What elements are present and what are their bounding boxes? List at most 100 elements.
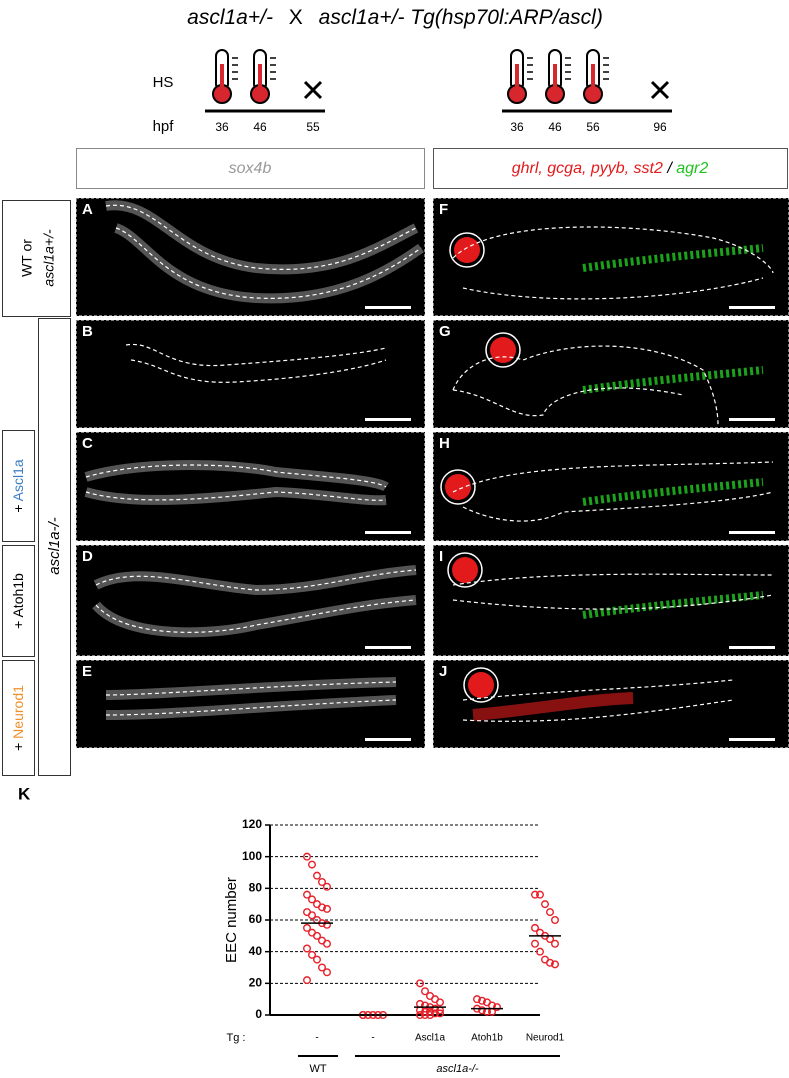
stop-mark xyxy=(650,80,670,100)
stain-header: ghrl, gcga, pyyb, sst2 / agr2 xyxy=(512,160,709,177)
data-point xyxy=(546,908,555,917)
data-point xyxy=(536,890,545,899)
data-point xyxy=(546,958,555,967)
panel-background xyxy=(75,659,426,749)
x-tick-label: Ascl1a xyxy=(415,1033,445,1044)
image-panel: B xyxy=(75,319,426,429)
group-label: WT xyxy=(309,1063,326,1075)
green-marker: agr2 xyxy=(676,160,708,177)
title-right: ascl1a+/- Tg(hsp70l:ARP/ascl) xyxy=(319,6,603,29)
row-label: ascl1a-/- xyxy=(46,517,63,575)
data-point xyxy=(323,882,332,891)
x-tick-label: Atoh1b xyxy=(471,1033,503,1044)
scale-bar xyxy=(729,531,775,534)
plus: + xyxy=(10,504,26,512)
scale-bar xyxy=(729,738,775,741)
data-point xyxy=(436,998,445,1007)
panel-letter: G xyxy=(439,323,451,340)
data-point xyxy=(531,890,540,899)
hpf-value: 56 xyxy=(586,120,600,134)
x-tick-label: - xyxy=(315,1033,318,1044)
scale-bar xyxy=(729,418,775,421)
islet xyxy=(454,237,480,263)
gene: Neurod1 xyxy=(10,685,26,739)
gene: Atoh1b xyxy=(10,573,26,618)
row-label: + Ascl1a xyxy=(10,459,26,513)
x-tick-label: Neurod1 xyxy=(526,1033,565,1044)
row-label-box xyxy=(2,200,71,317)
gut-outline xyxy=(452,345,719,426)
panel-letter: A xyxy=(82,201,93,218)
image-panel: F xyxy=(432,197,789,317)
group-label: ascl1a-/- xyxy=(436,1063,479,1075)
row-label: WT or xyxy=(19,239,35,277)
panel-letter: C xyxy=(82,435,93,452)
hpf-value: 36 xyxy=(215,120,229,134)
data-point xyxy=(313,931,322,940)
panel-letter: F xyxy=(439,201,448,218)
thermometer-fill xyxy=(553,64,557,92)
y-tick-label: 120 xyxy=(242,817,262,831)
row-label: + Neurod1 xyxy=(10,685,26,751)
red-markers: ghrl, gcga, pyyb, sst2 xyxy=(512,160,663,177)
row-label-box xyxy=(2,430,35,542)
plus: + xyxy=(10,743,26,751)
row-label: + Atoh1b xyxy=(10,573,26,629)
panel-background xyxy=(75,197,426,317)
x-tick-label: - xyxy=(371,1033,374,1044)
panel-label: K xyxy=(18,784,31,803)
panel-letter: H xyxy=(439,435,450,452)
data-point xyxy=(323,920,332,929)
data-point xyxy=(473,995,482,1004)
data-point xyxy=(536,947,545,956)
panel-letter: B xyxy=(82,323,93,340)
gut-outline xyxy=(452,226,774,300)
islet xyxy=(468,672,494,698)
scale-bar xyxy=(365,738,411,741)
islet xyxy=(452,557,478,583)
y-tick-label: 0 xyxy=(255,1007,262,1021)
gut-outline xyxy=(105,681,397,716)
islet-outline xyxy=(485,332,521,368)
panel-letter: E xyxy=(82,663,92,680)
hpf-value: 55 xyxy=(306,120,320,134)
data-point xyxy=(303,890,312,899)
data-point xyxy=(416,1011,425,1020)
gut-outline xyxy=(452,461,774,522)
title-cross: X xyxy=(289,6,303,29)
hpf-value: 96 xyxy=(653,120,667,134)
gut-outline xyxy=(95,569,417,633)
panel-background xyxy=(75,544,426,657)
data-point xyxy=(303,944,312,953)
thermometer xyxy=(250,49,276,104)
hpf-value: 46 xyxy=(253,120,267,134)
gut-outline xyxy=(85,464,387,501)
gut-outline xyxy=(462,679,734,722)
data-point xyxy=(308,950,317,959)
panel-background xyxy=(75,319,426,429)
image-panel: D xyxy=(75,544,426,657)
hpf-value: 36 xyxy=(510,120,524,134)
panel-background xyxy=(75,431,426,542)
thermometer xyxy=(212,49,238,104)
stop-mark xyxy=(303,80,323,100)
y-tick-label: 80 xyxy=(249,881,263,895)
data-point xyxy=(313,871,322,880)
data-point xyxy=(436,1009,445,1018)
stain-green xyxy=(582,591,764,619)
data-point xyxy=(308,860,317,869)
gene: Ascl1a xyxy=(10,459,26,501)
panel-letter: D xyxy=(82,548,93,565)
slash: / xyxy=(666,160,673,177)
hpf-value: 46 xyxy=(548,120,562,134)
thermometer-fill xyxy=(258,64,262,92)
islet xyxy=(445,474,471,500)
scale-bar xyxy=(729,306,775,309)
figure-title: ascl1a+/- X ascl1a+/- Tg(hsp70l:ARP/ascl… xyxy=(187,6,603,29)
data-point xyxy=(308,895,317,904)
panel-background xyxy=(432,431,789,542)
data-point xyxy=(303,923,312,932)
hs-label: HS xyxy=(153,74,174,91)
gut-outline xyxy=(452,573,774,610)
